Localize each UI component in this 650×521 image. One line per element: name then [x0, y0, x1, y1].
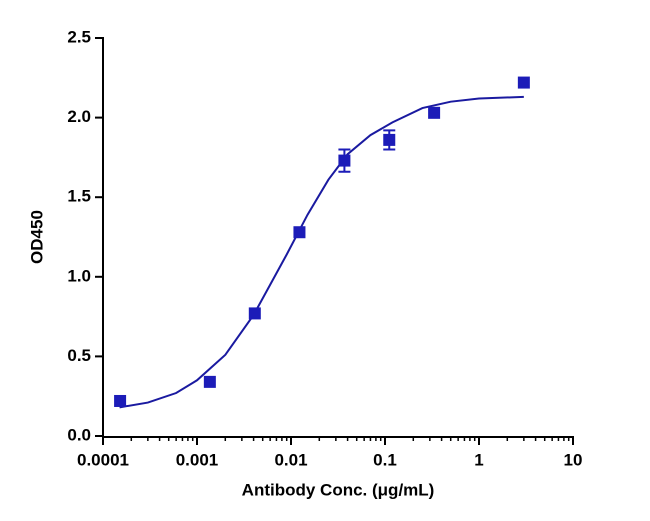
x-tick-label: 0.0001 — [77, 450, 129, 469]
x-tick-label: 0.001 — [176, 450, 219, 469]
y-tick-label: 1.0 — [67, 266, 91, 285]
data-point — [428, 106, 441, 119]
x-tick-label: 0.01 — [274, 450, 307, 469]
data-point — [248, 307, 261, 320]
x-axis-title: Antibody Conc. (μg/mL) — [242, 480, 435, 499]
data-point — [383, 133, 396, 146]
data-point — [203, 375, 216, 388]
x-tick-label: 0.1 — [373, 450, 397, 469]
data-point — [517, 76, 530, 89]
fit-curve — [119, 95, 524, 409]
y-axis-title: OD450 — [27, 210, 46, 264]
data-point — [338, 154, 351, 167]
y-tick-label: 0.5 — [67, 346, 91, 365]
x-tick-label: 10 — [564, 450, 583, 469]
data-point — [114, 394, 127, 407]
y-tick-label: 0.0 — [67, 425, 91, 444]
y-tick-label: 2.5 — [67, 27, 91, 46]
data-point — [293, 226, 306, 239]
y-tick-label: 1.5 — [67, 187, 91, 206]
x-tick-label: 1 — [474, 450, 483, 469]
y-tick-label: 2.0 — [67, 107, 91, 126]
